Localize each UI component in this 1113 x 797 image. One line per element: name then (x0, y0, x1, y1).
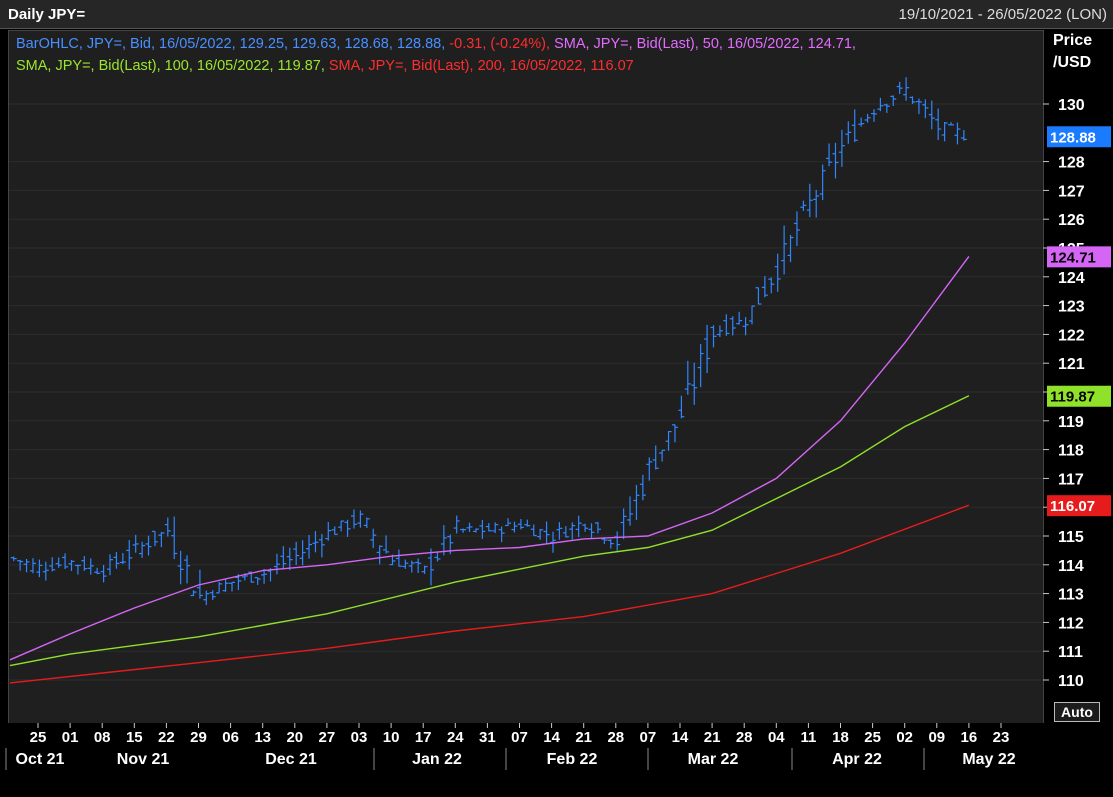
value-tags: 116.07 119.87 124.71 128.88 (1047, 126, 1111, 517)
price-tick-label: 127 (1058, 183, 1085, 200)
sma50-tag-bg (1047, 246, 1111, 268)
time-tick-label: 14 (672, 729, 689, 746)
legend-bar-ohlc: BarOHLC, JPY=, Bid, 16/05/2022, 129.25, … (16, 36, 446, 52)
legend-bar-change: -0.31, (-0.24%), (449, 36, 551, 52)
time-tick-label: 27 (319, 729, 336, 746)
month-label: Dec 21 (265, 751, 317, 768)
price-tick-label: 130 (1058, 97, 1085, 114)
time-tick-label: 28 (607, 729, 624, 746)
sma50-tag: 124.71 (1050, 249, 1096, 266)
time-tick-label: 20 (286, 729, 303, 746)
sma200-line (9, 504, 970, 684)
plot-area[interactable] (8, 30, 1044, 724)
sma200-tag: 116.07 (1050, 498, 1095, 515)
sma200-tag-bg (1047, 495, 1111, 517)
sma100-line (9, 395, 970, 667)
time-tick-label: 24 (447, 729, 464, 746)
time-tick-label: 25 (864, 729, 881, 746)
sma100-tag-bg (1047, 385, 1111, 407)
month-label: Apr 22 (832, 751, 882, 768)
time-tick-label: 03 (351, 729, 368, 746)
time-tick-label: 06 (222, 729, 239, 746)
chart-title: Daily JPY= (8, 6, 86, 23)
legend-sma50: SMA, JPY=, Bid(Last), 50, 16/05/2022, 12… (554, 36, 856, 52)
price-tick-label: 110 (1058, 673, 1084, 690)
time-tick-label: 01 (62, 729, 79, 746)
time-tick-label: 18 (832, 729, 849, 746)
price-tick-label: 113 (1058, 587, 1084, 604)
time-tick-label: 21 (575, 729, 592, 746)
time-axis[interactable] (0, 723, 1113, 797)
price-tick-label: 124 (1058, 270, 1085, 287)
last-price-tag: 128.88 (1050, 129, 1096, 146)
price-axis-title: Price /USD (1053, 30, 1092, 74)
grid-lines (9, 103, 1042, 681)
price-axis-title-line2: /USD (1053, 54, 1092, 71)
time-tick-label: 02 (896, 729, 913, 746)
ohlc-bars (10, 77, 967, 606)
time-tick-label: 16 (961, 729, 978, 746)
time-tick-label: 08 (94, 729, 111, 746)
month-label: Nov 21 (117, 751, 170, 768)
time-tick-label: 31 (479, 729, 496, 746)
legend: BarOHLC, JPY=, Bid, 16/05/2022, 129.25, … (16, 33, 1026, 77)
price-tick-label: 112 (1058, 615, 1084, 632)
time-tick-label: 07 (511, 729, 528, 746)
price-tick-label: 123 (1058, 299, 1085, 316)
legend-sma100: SMA, JPY=, Bid(Last), 100, 16/05/2022, 1… (16, 58, 325, 74)
time-tick-label: 04 (768, 729, 785, 746)
time-tick-label: 11 (800, 729, 816, 746)
time-tick-label: 15 (126, 729, 143, 746)
time-tick-label: 17 (415, 729, 432, 746)
legend-sma200: SMA, JPY=, Bid(Last), 200, 16/05/2022, 1… (328, 58, 634, 74)
time-tick-label: 28 (736, 729, 753, 746)
price-tick-label: 126 (1058, 212, 1085, 229)
sma50-line (9, 255, 970, 661)
price-tick-label: 111 (1058, 644, 1083, 661)
time-tick-label: 25 (30, 729, 47, 746)
month-label: Jan 22 (412, 751, 462, 768)
time-tick-label: 13 (254, 729, 271, 746)
title-bar: Daily JPY= 19/10/2021 - 26/05/2022 (LON) (0, 0, 1113, 29)
last-price-tag-bg (1047, 126, 1111, 148)
auto-scale-button[interactable]: Auto (1054, 702, 1100, 722)
price-axis-title-line1: Price (1053, 32, 1093, 49)
price-tick-label: 119 (1058, 414, 1084, 431)
time-tick-label: 09 (928, 729, 945, 746)
time-tick-label: 22 (158, 729, 175, 746)
time-tick-label: 10 (383, 729, 400, 746)
price-tick-label: 114 (1058, 558, 1084, 575)
price-tick-label: 128 (1058, 155, 1085, 172)
month-label: May 22 (962, 751, 1015, 768)
time-ticks: 25 01 08 15 22 29 06 13 20 27 03 10 17 24 31 07 14 21 28 07… (5, 723, 1016, 770)
price-tick-label: 118 (1058, 443, 1084, 460)
date-range: 19/10/2021 - 26/05/2022 (LON) (898, 6, 1107, 23)
time-tick-label: 07 (640, 729, 657, 746)
month-label: Mar 22 (688, 751, 739, 768)
sma100-tag: 119.87 (1050, 389, 1095, 406)
time-tick-label: 14 (543, 729, 560, 746)
price-ticks: 1101111121131141151161171181191201211221… (1043, 97, 1085, 690)
price-tick-label: 121 (1058, 356, 1085, 373)
month-label: Feb 22 (547, 751, 598, 768)
price-tick-label: 122 (1058, 327, 1085, 344)
time-tick-label: 23 (993, 729, 1010, 746)
moving-averages (9, 255, 970, 684)
time-tick-label: 29 (190, 729, 207, 746)
month-label: Oct 21 (16, 751, 65, 768)
price-tick-label: 115 (1058, 529, 1084, 546)
price-tick-label: 117 (1058, 471, 1084, 488)
time-tick-label: 21 (704, 729, 721, 746)
